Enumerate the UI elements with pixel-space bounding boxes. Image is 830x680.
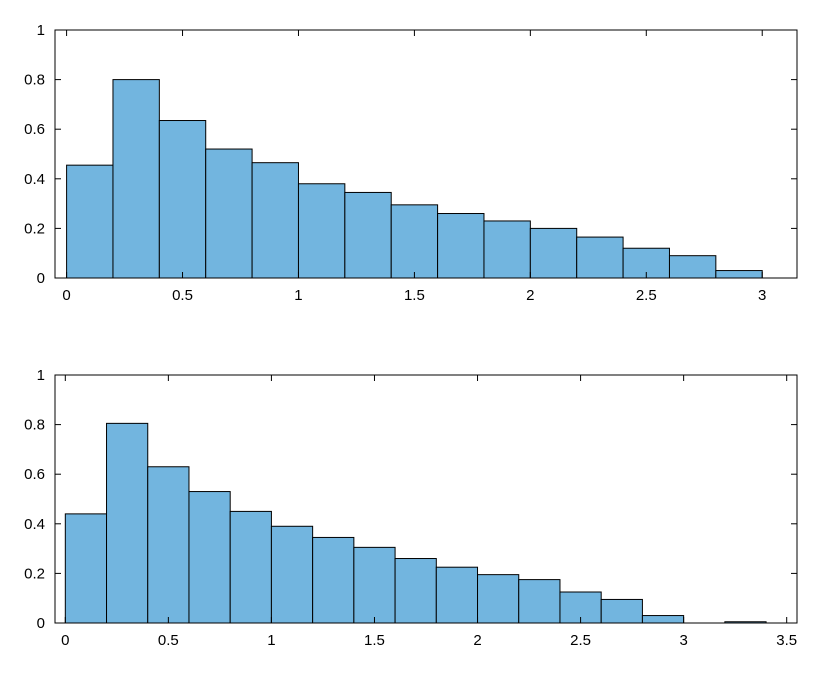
histogram-bar bbox=[270, 525, 314, 624]
x-tick-label: 0 bbox=[61, 632, 69, 649]
histogram-bar bbox=[600, 598, 643, 624]
histogram-bar bbox=[188, 491, 231, 624]
histogram-bar bbox=[106, 422, 149, 624]
x-tick-label: 1.5 bbox=[404, 287, 425, 304]
histogram-bar bbox=[112, 79, 160, 279]
x-tick-label: 0 bbox=[62, 287, 70, 304]
x-tick-label: 2.5 bbox=[636, 287, 657, 304]
histogram-bar bbox=[390, 204, 439, 279]
histogram-bar bbox=[312, 536, 355, 624]
x-tick-label: 1 bbox=[294, 287, 302, 304]
histogram-bar bbox=[715, 270, 763, 279]
y-tick-label: 1 bbox=[37, 367, 45, 384]
histogram-bar bbox=[394, 558, 437, 624]
histogram-bar bbox=[297, 183, 346, 279]
histogram-bar bbox=[641, 615, 685, 624]
y-tick-label: 0.2 bbox=[24, 220, 45, 237]
x-tick-label: 0.5 bbox=[158, 632, 179, 649]
histogram-bottom: 0 0.5 1 1.5 2 2.5 3 3.5 0 0.2 0.4 0.6 0.8 1 bbox=[24, 367, 798, 649]
histogram-bar bbox=[66, 164, 114, 279]
y-tick-label: 0 bbox=[37, 270, 45, 287]
histogram-bar bbox=[668, 255, 717, 279]
x-tick-label: 0.5 bbox=[172, 287, 193, 304]
histogram-bar bbox=[147, 466, 190, 624]
x-tick-label: 1.5 bbox=[364, 632, 385, 649]
x-tick-label: 2 bbox=[526, 287, 534, 304]
histogram-bar bbox=[518, 579, 561, 624]
x-tick-label: 3 bbox=[758, 287, 766, 304]
histogram-bar bbox=[483, 220, 531, 279]
y-tick-label: 1 bbox=[37, 22, 45, 39]
histogram-bar bbox=[251, 162, 299, 279]
histogram-bar bbox=[435, 566, 479, 624]
y-tick-label: 0.4 bbox=[24, 516, 45, 533]
y-tick-label: 0.6 bbox=[24, 121, 45, 138]
x-tick-label: 1 bbox=[267, 632, 275, 649]
axes-box bbox=[54, 374, 798, 624]
histogram-bar bbox=[353, 546, 396, 624]
axes-box bbox=[54, 29, 798, 279]
y-tick-label: 0 bbox=[37, 615, 45, 632]
histogram-bar bbox=[576, 236, 624, 279]
histogram-bar bbox=[205, 148, 253, 279]
histogram-bar bbox=[64, 513, 108, 624]
histogram-bar bbox=[529, 227, 578, 279]
histogram-bar bbox=[344, 191, 392, 279]
x-tick-label: 2.5 bbox=[570, 632, 591, 649]
y-tick-label: 0.2 bbox=[24, 565, 45, 582]
x-tick-label: 3 bbox=[679, 632, 687, 649]
histogram-top: 0 0.5 1 1.5 2 2.5 3 0 0.2 0.4 0.6 0.8 1 bbox=[24, 22, 798, 304]
y-tick-label: 0.8 bbox=[24, 417, 45, 434]
y-tick-label: 0.6 bbox=[24, 466, 45, 483]
histogram-bar bbox=[437, 213, 485, 279]
y-tick-label: 0.8 bbox=[24, 72, 45, 89]
x-tick-label: 2 bbox=[473, 632, 481, 649]
histogram-bar bbox=[229, 510, 272, 624]
x-tick-label: 3.5 bbox=[776, 632, 797, 649]
histogram-bar bbox=[158, 120, 207, 279]
y-tick-label: 0.4 bbox=[24, 171, 45, 188]
histogram-bar bbox=[477, 574, 520, 624]
